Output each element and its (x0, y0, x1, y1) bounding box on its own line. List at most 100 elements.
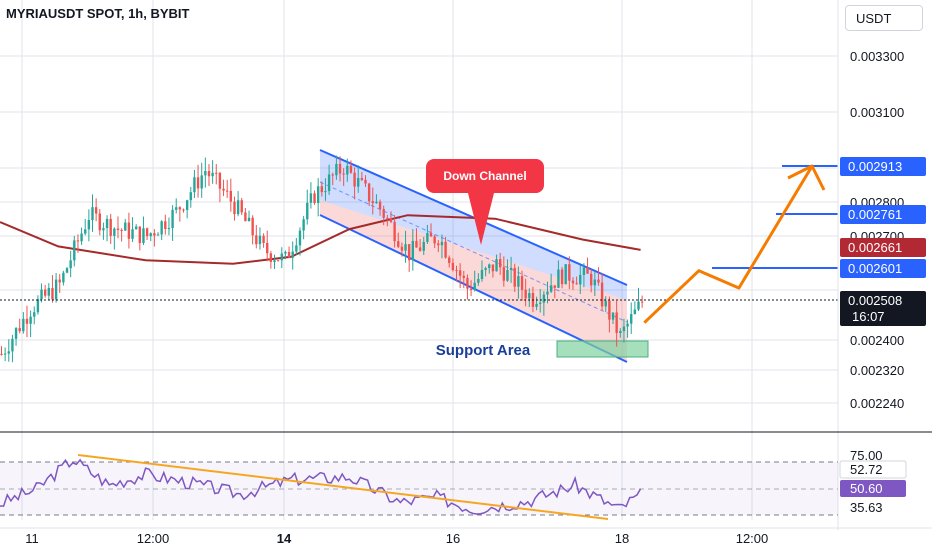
candle-up (357, 178, 360, 187)
svg-text:52.72: 52.72 (850, 462, 883, 477)
candle-up (422, 241, 425, 251)
candle-up (47, 287, 51, 296)
candle-up (630, 313, 633, 324)
candle-down (98, 213, 101, 231)
candle-up (189, 192, 192, 201)
time-axis-ticks: 11 12:00 14 16 18 12:00 (25, 531, 768, 546)
candle-up (295, 245, 298, 252)
down-channel-lower (320, 200, 627, 362)
candle-up (65, 268, 69, 273)
moving-average-line (0, 214, 641, 265)
candles (0, 155, 644, 363)
candle-down (196, 177, 200, 189)
candle-down (262, 235, 265, 243)
candle-down (448, 257, 451, 263)
candle-up (87, 219, 91, 230)
candle-up (582, 267, 586, 275)
down-channel-upper (320, 150, 627, 300)
candle-up (440, 241, 444, 246)
candle-down (415, 240, 418, 248)
candle-up (73, 240, 76, 261)
chart-title: MYRIAUSDT SPOT, 1h, BYBIT (6, 6, 190, 21)
candle-up (284, 251, 287, 254)
candle-up (593, 279, 597, 286)
time-tick: 12:00 (137, 531, 170, 546)
candle-up (316, 186, 320, 204)
candle-down (393, 221, 396, 242)
rsi-tick: 75.00 (850, 448, 883, 463)
rsi-trendline (77, 454, 609, 520)
candle-down (76, 240, 80, 242)
candle-down (386, 217, 389, 219)
candle-up (327, 174, 331, 192)
candle-down (360, 178, 364, 180)
candle-up (506, 269, 509, 281)
time-tick: 12:00 (736, 531, 769, 546)
candle-down (138, 226, 142, 243)
candle-down (349, 165, 353, 173)
currency-button[interactable]: USDT (845, 5, 923, 31)
candle-down (568, 264, 571, 281)
candle-down (269, 253, 273, 262)
channel-mid-line (319, 181, 628, 323)
candle-down (520, 276, 524, 290)
candle-up (273, 260, 276, 262)
candle-down (244, 212, 247, 222)
candle-up (484, 268, 487, 271)
candle-up (54, 279, 58, 300)
candle-down (164, 221, 167, 229)
candle-down (371, 201, 374, 204)
candle-up (91, 207, 94, 220)
candle-down (313, 193, 316, 204)
candle-up (611, 312, 615, 320)
candle-up (113, 228, 116, 236)
candle-up (236, 200, 240, 215)
price-tick: 0.002320 (850, 363, 904, 378)
candle-up (622, 326, 626, 332)
candle-down (25, 318, 29, 324)
candle-down (153, 233, 156, 236)
candle-down (255, 235, 258, 245)
svg-text:0.002661: 0.002661 (848, 240, 902, 255)
candle-up (33, 312, 36, 317)
candle-up (619, 331, 622, 334)
candle-up (579, 274, 582, 285)
projection-path (643, 165, 813, 324)
candle-down (0, 353, 3, 355)
price-badge-0.002913: 0.002913 (840, 157, 926, 176)
candle-up (160, 221, 163, 235)
candle-down (43, 289, 47, 296)
candle-up (7, 351, 10, 354)
candle-down (400, 246, 404, 251)
candle-up (637, 301, 640, 310)
candle-down (502, 267, 506, 281)
candle-up (204, 170, 207, 176)
candle-down (458, 270, 462, 276)
candle-up (549, 285, 553, 292)
candle-up (324, 191, 327, 193)
candle-down (320, 186, 324, 193)
candle-down (597, 279, 600, 283)
last-price-badge: 0.002508 16:07 (840, 291, 926, 326)
candle-up (335, 163, 338, 176)
candle-down (466, 277, 469, 289)
candle-up (411, 240, 415, 261)
candle-down (342, 173, 345, 175)
candle-up (528, 293, 531, 299)
candle-down (331, 174, 334, 176)
price-tick: 0.003300 (850, 49, 904, 64)
candle-down (437, 243, 440, 246)
candle-down (429, 233, 433, 237)
svg-text:0.002508: 0.002508 (848, 293, 902, 308)
candle-down (145, 228, 149, 237)
candle-down (469, 288, 473, 291)
candle-down (615, 312, 618, 334)
candle-down (586, 267, 589, 274)
candle-down (498, 259, 502, 268)
candle-down (338, 163, 342, 174)
candle-down (382, 209, 385, 218)
candle-up (535, 303, 538, 307)
candle-down (94, 207, 98, 214)
candle-up (69, 260, 72, 269)
